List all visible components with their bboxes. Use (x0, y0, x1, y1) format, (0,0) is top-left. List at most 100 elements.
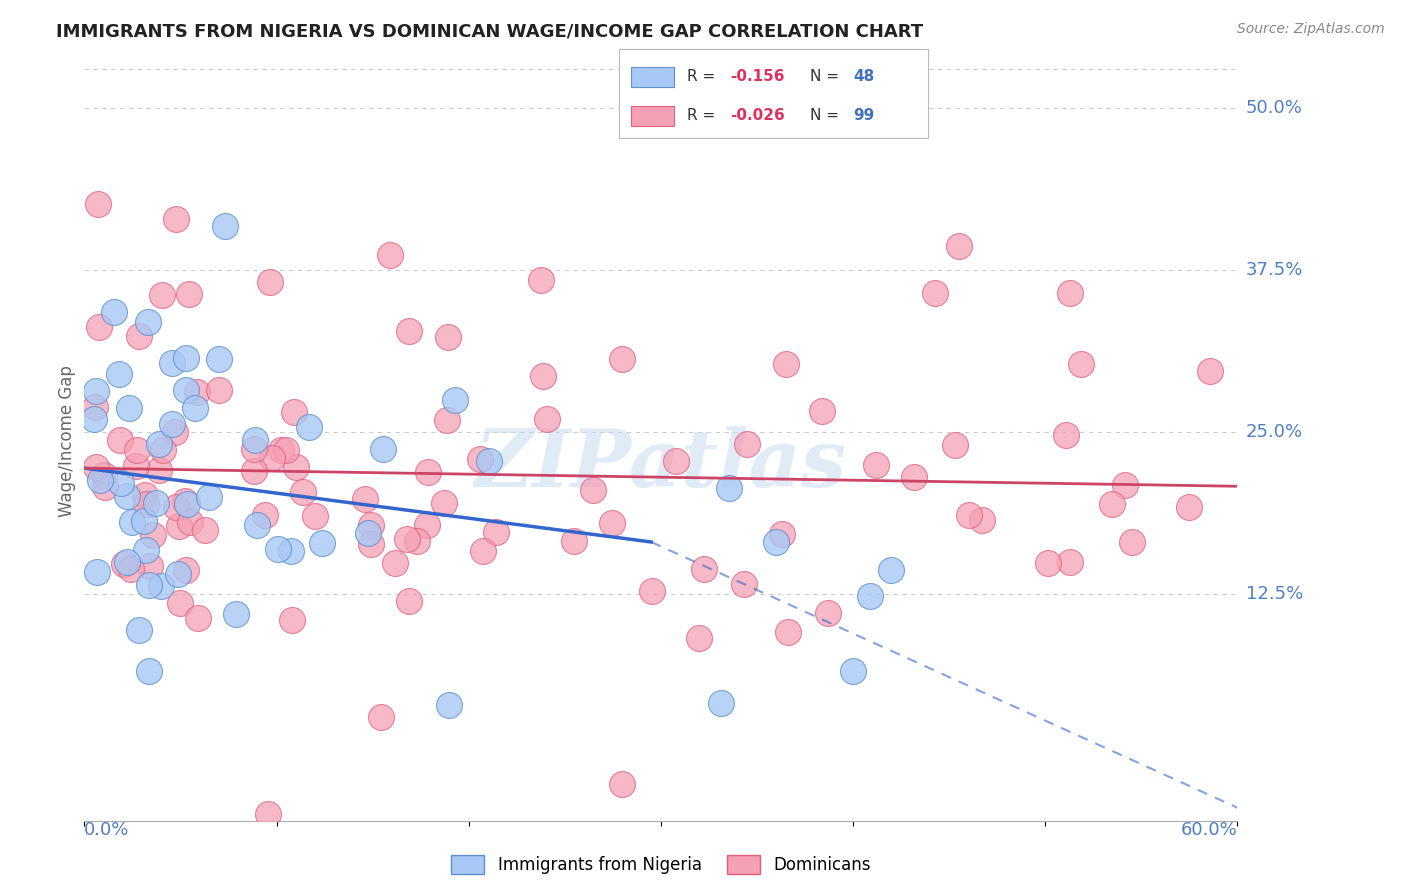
Point (134, 514, 156, 528)
Point (174, 563, 197, 577)
Point (1070, 357, 1092, 371)
Text: 48: 48 (853, 70, 875, 84)
Point (89, 319, 111, 334)
Point (810, 404, 832, 418)
Point (360, 517, 382, 532)
Point (138, 578, 160, 592)
Point (136, 315, 159, 329)
Point (125, 442, 148, 457)
Point (256, 807, 278, 822)
Text: N =: N = (810, 109, 844, 123)
Point (184, 401, 207, 416)
Point (416, 465, 439, 479)
Point (174, 493, 197, 508)
Point (169, 596, 191, 610)
Point (84, 384, 107, 399)
Text: -0.026: -0.026 (730, 109, 785, 123)
Point (150, 288, 173, 302)
Point (174, 351, 197, 365)
Point (536, 412, 558, 426)
Point (470, 452, 492, 467)
Point (93, 467, 115, 482)
Point (115, 555, 138, 569)
Point (924, 286, 946, 301)
Point (110, 476, 132, 491)
Point (225, 607, 247, 621)
Point (903, 470, 925, 484)
Text: N =: N = (810, 70, 844, 84)
Point (398, 324, 420, 338)
Point (1114, 477, 1136, 491)
Point (371, 442, 394, 456)
Point (472, 544, 495, 558)
Text: IMMIGRANTS FROM NIGERIA VS DOMINICAN WAGE/INCOME GAP CORRELATION CHART: IMMIGRANTS FROM NIGERIA VS DOMINICAN WAG… (56, 22, 924, 40)
Text: 99: 99 (853, 109, 875, 123)
Point (280, 543, 302, 558)
Point (406, 534, 429, 549)
Point (298, 420, 321, 434)
Point (165, 500, 187, 514)
Point (118, 401, 141, 415)
Point (115, 489, 138, 503)
Point (148, 463, 170, 477)
Point (174, 383, 197, 397)
Point (1054, 427, 1077, 442)
Point (243, 442, 266, 456)
Point (384, 556, 406, 570)
Y-axis label: Wage/Income Gap: Wage/Income Gap (58, 366, 76, 517)
Text: 12.5%: 12.5% (1246, 585, 1303, 603)
Point (1121, 535, 1143, 549)
Point (94, 480, 117, 494)
Point (214, 219, 236, 233)
Point (260, 450, 283, 465)
Point (444, 393, 467, 408)
Point (128, 329, 150, 343)
Point (253, 508, 276, 523)
Point (134, 488, 156, 502)
Point (208, 351, 231, 366)
Point (531, 369, 554, 384)
Point (582, 483, 605, 498)
Point (416, 517, 439, 532)
Point (145, 496, 167, 510)
Point (108, 367, 131, 381)
Text: 0.0%: 0.0% (84, 821, 129, 838)
Text: R =: R = (686, 109, 720, 123)
Point (778, 625, 800, 640)
Point (194, 524, 217, 538)
Point (276, 443, 298, 458)
Point (530, 273, 553, 287)
Point (972, 513, 994, 527)
Point (197, 490, 219, 504)
Point (957, 508, 980, 522)
Point (357, 526, 380, 541)
Point (165, 212, 187, 227)
Point (562, 533, 585, 548)
Point (83, 412, 105, 426)
Point (360, 536, 382, 550)
Point (103, 305, 125, 319)
Point (612, 777, 634, 791)
Point (478, 454, 501, 468)
Point (120, 562, 142, 576)
Point (139, 558, 162, 573)
Point (84, 460, 107, 475)
Point (87, 197, 110, 211)
Point (1178, 500, 1201, 515)
Point (880, 563, 903, 577)
Point (121, 516, 143, 530)
Point (160, 417, 183, 431)
Point (1059, 555, 1081, 569)
Point (735, 436, 758, 450)
Point (1059, 285, 1081, 300)
Point (378, 248, 401, 262)
Text: 60.0%: 60.0% (1181, 821, 1237, 838)
Legend: Immigrants from Nigeria, Dominicans: Immigrants from Nigeria, Dominicans (444, 848, 877, 880)
Point (177, 287, 200, 301)
Point (149, 579, 172, 593)
Point (246, 517, 269, 532)
Point (267, 541, 290, 556)
Point (710, 696, 733, 710)
Point (187, 611, 209, 625)
Point (1101, 497, 1123, 511)
